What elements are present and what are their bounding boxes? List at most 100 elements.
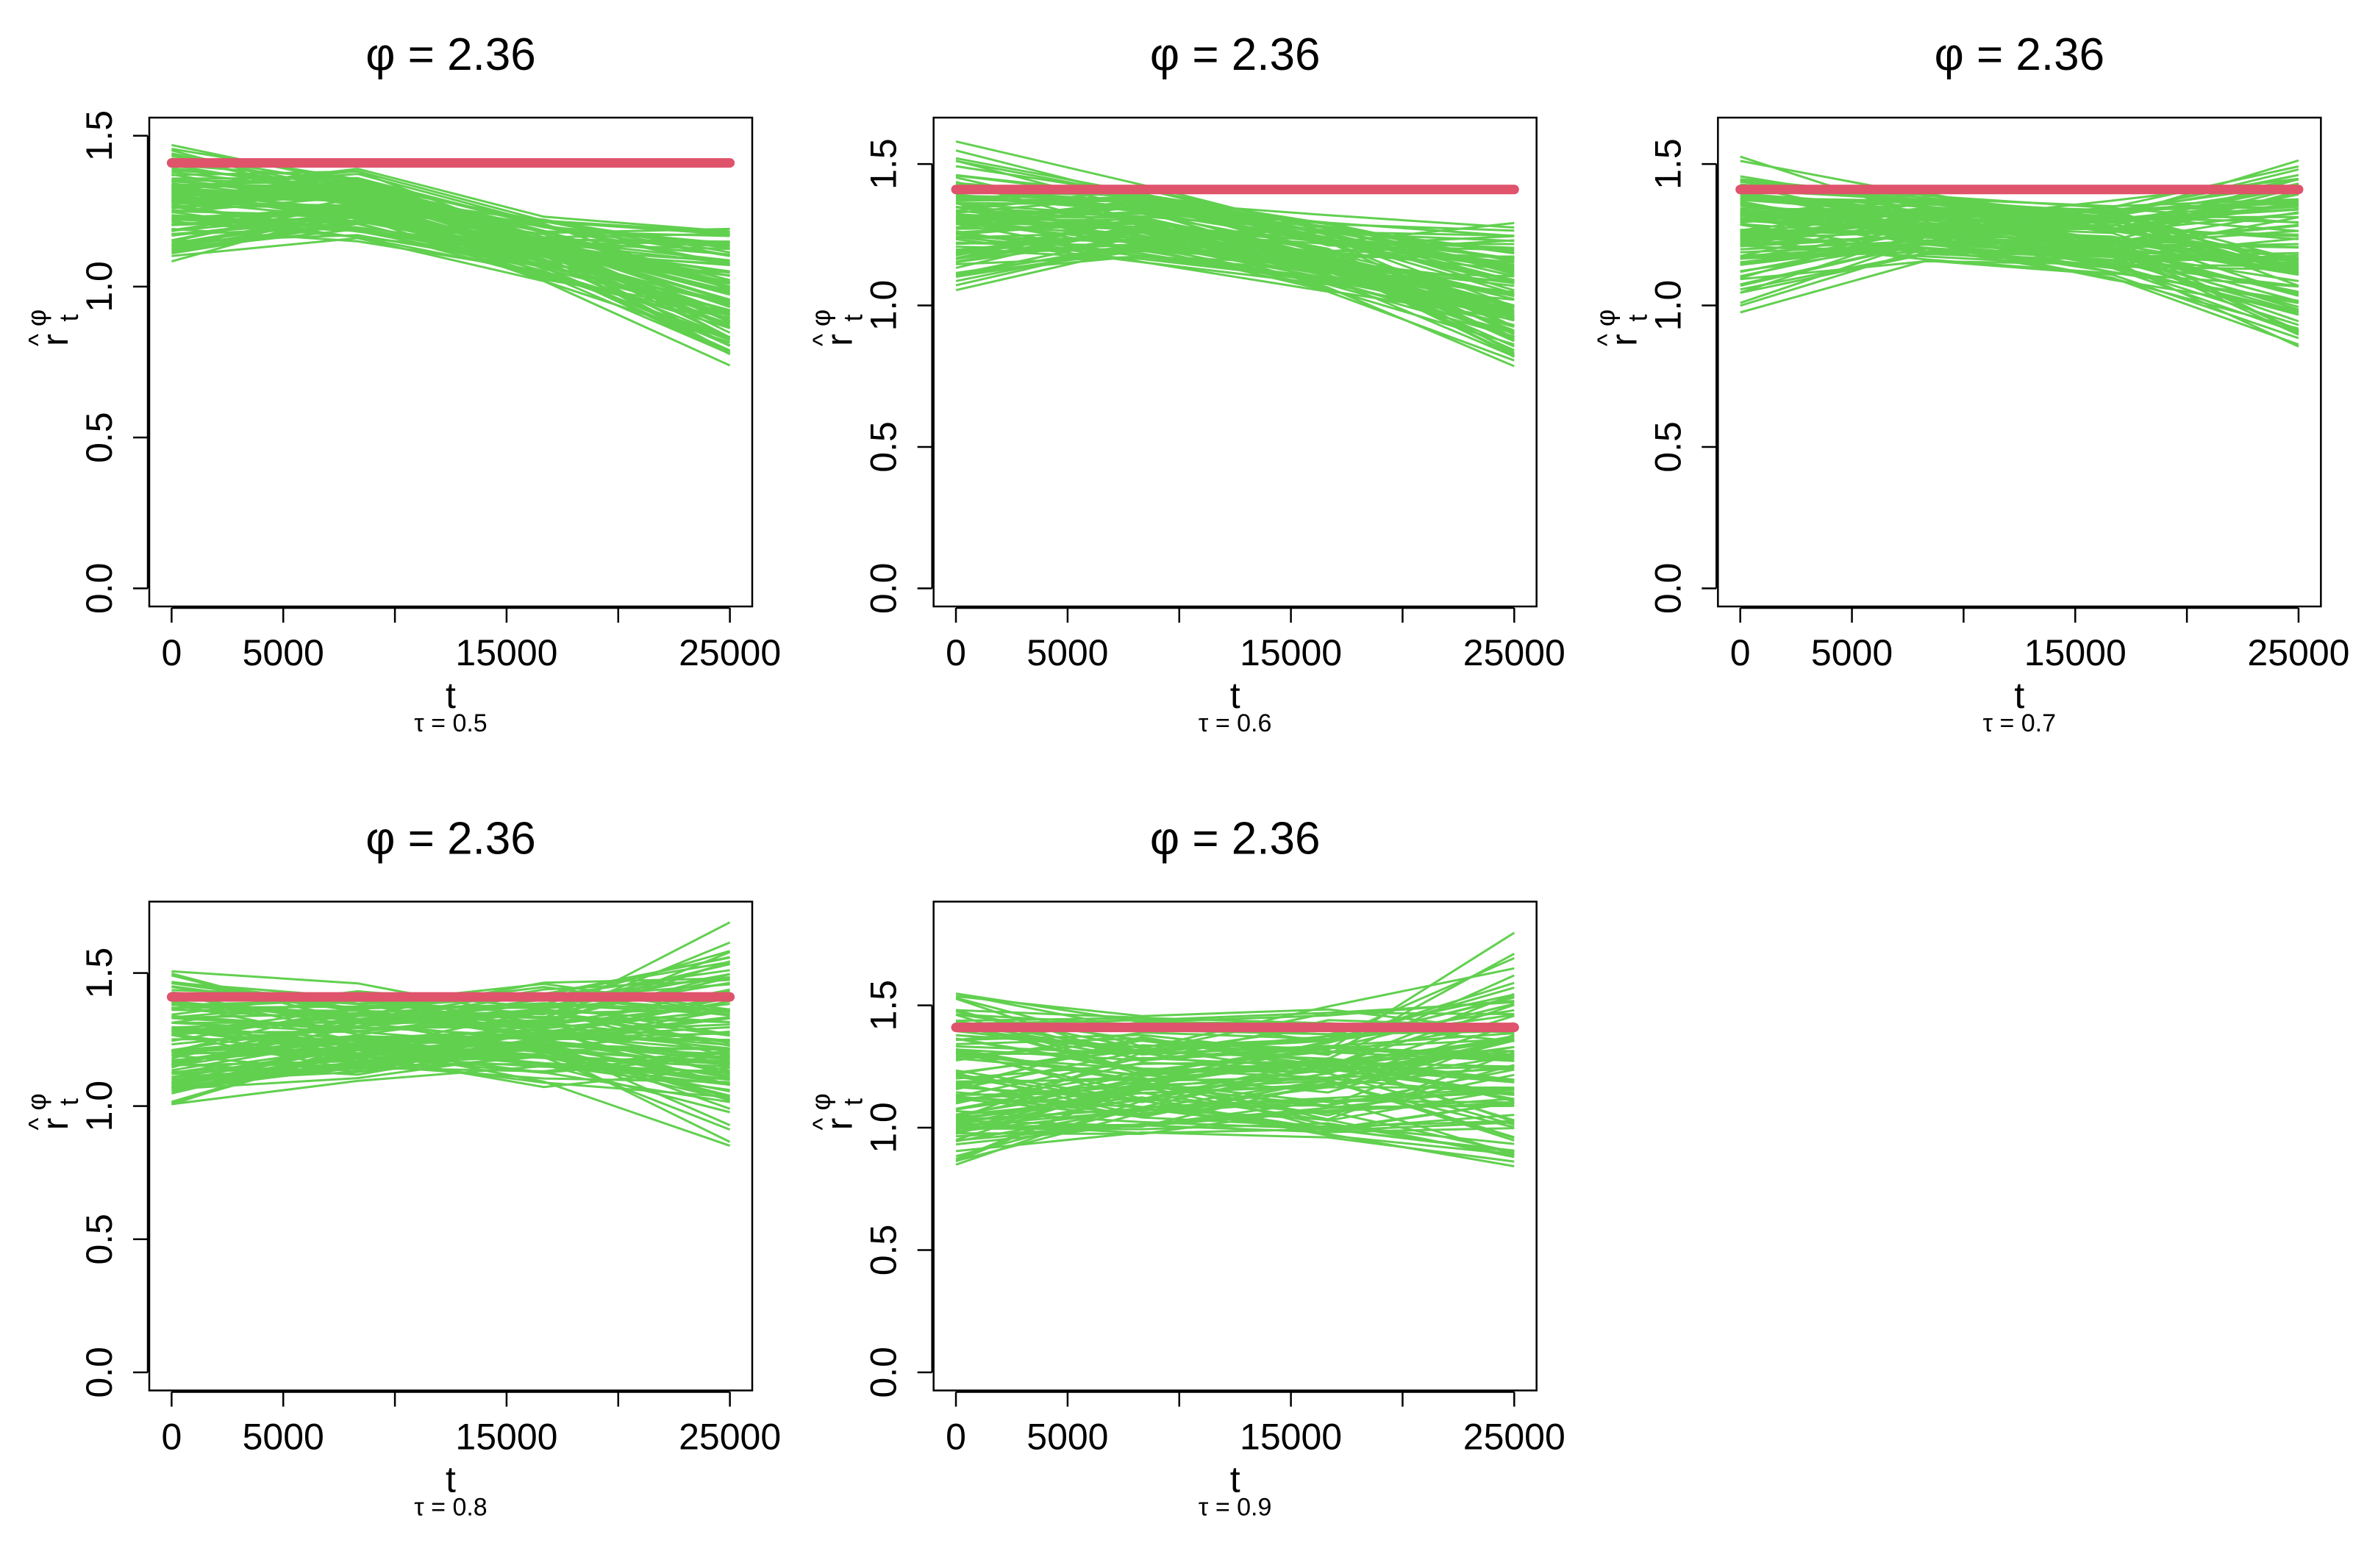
y-axis-title: r^ tφ xyxy=(21,1093,84,1130)
simulation-curve xyxy=(1740,247,2299,259)
y-axis: 0.0 0.5 1.0 1.5 xyxy=(863,138,933,614)
y-title-hat: ^ xyxy=(23,1117,53,1130)
chart-title: φ = 2.36 xyxy=(365,814,536,864)
y-title-base: r xyxy=(35,334,76,346)
simulation-curve xyxy=(955,1037,1515,1073)
y-tick-label: 1.5 xyxy=(79,948,120,999)
x-tick-label: 25000 xyxy=(1463,632,1565,673)
simulation-curve xyxy=(171,921,731,1020)
simulation-curve xyxy=(171,237,731,367)
simulation-curve xyxy=(171,204,731,328)
simulation-curves xyxy=(955,140,1515,368)
simulation-curve xyxy=(955,1121,1515,1152)
y-tick-label: 0.5 xyxy=(79,412,120,463)
y-tick-label: 0.0 xyxy=(79,563,120,615)
simulation-curve xyxy=(955,205,1515,246)
y-title-subscript: t xyxy=(54,314,84,321)
x-axis-title: t xyxy=(446,1459,456,1500)
simulation-curve xyxy=(955,1023,1515,1120)
simulation-curve xyxy=(956,217,1515,318)
x-tick-label: 15000 xyxy=(455,1417,557,1458)
plot-frame xyxy=(932,116,1538,608)
tau-caption: τ = 0.5 xyxy=(414,709,487,737)
simulation-curve xyxy=(955,1087,1515,1158)
simulation-curve xyxy=(955,1053,1515,1080)
plot-frame xyxy=(148,901,754,1392)
x-tick-label: 0 xyxy=(946,632,966,673)
y-title-subscript: t xyxy=(54,1098,84,1106)
chart-title: φ = 2.36 xyxy=(1935,29,2105,80)
y-tick-label: 1.0 xyxy=(863,1102,904,1153)
simulation-curve xyxy=(955,223,1515,339)
simulation-curve xyxy=(171,190,731,309)
y-axis: 0.0 0.5 1.0 1.5 xyxy=(79,948,149,1398)
x-tick-label: 5000 xyxy=(1026,1417,1108,1458)
simulation-curve xyxy=(1740,259,2299,340)
y-title-base: r xyxy=(35,1118,76,1131)
y-tick-label: 0.5 xyxy=(79,1214,120,1265)
y-tick-label: 1.5 xyxy=(863,980,904,1031)
x-tick-label: 25000 xyxy=(679,1417,781,1458)
y-title-base: r xyxy=(819,334,860,346)
simulation-curve xyxy=(171,1047,731,1143)
simulation-curve xyxy=(1740,217,2299,238)
simulation-curve xyxy=(171,194,730,282)
y-axis: 0.0 0.5 1.0 1.5 xyxy=(863,980,933,1398)
y-axis-title: r^ tφ xyxy=(806,1093,868,1130)
simulation-curve xyxy=(955,1077,1515,1116)
simulation-curve xyxy=(956,1103,1515,1136)
x-axis: 0 5000 15000 25000 xyxy=(1730,606,2349,673)
y-title-hat: ^ xyxy=(807,1117,838,1130)
plot-frame xyxy=(932,901,1538,1392)
simulation-curve xyxy=(955,213,1515,296)
y-title-superscript: φ xyxy=(21,1093,51,1110)
simulation-curve xyxy=(171,978,730,1022)
simulation-curve xyxy=(171,951,731,1030)
simulation-curve xyxy=(1740,183,2299,215)
x-tick-label: 15000 xyxy=(1240,1417,1342,1458)
x-axis: 0 5000 15000 25000 xyxy=(946,606,1565,673)
simulation-curve xyxy=(171,1008,730,1046)
y-axis-title: r^ tφ xyxy=(1590,309,1652,346)
simulation-curve xyxy=(955,1014,1515,1074)
y-title-superscript: φ xyxy=(806,1093,836,1110)
simulation-curve xyxy=(171,973,730,1053)
simulation-curve xyxy=(1740,230,2299,314)
y-tick-label: 0.0 xyxy=(1647,563,1688,615)
simulation-curve xyxy=(1740,210,2299,287)
y-title-subscript: t xyxy=(838,314,868,321)
simulation-curve xyxy=(171,1010,730,1051)
simulation-curve xyxy=(955,957,1515,1048)
x-tick-label: 25000 xyxy=(679,632,781,673)
y-tick-label: 0.5 xyxy=(863,1225,904,1276)
y-axis: 0.0 0.5 1.0 1.5 xyxy=(1647,138,1718,615)
simulation-curve xyxy=(1740,229,2299,276)
y-title-superscript: φ xyxy=(806,309,836,326)
y-tick-label: 0.0 xyxy=(863,1347,904,1398)
y-tick-label: 1.0 xyxy=(1647,280,1688,332)
simulation-curve xyxy=(955,1078,1515,1139)
x-tick-label: 25000 xyxy=(2247,632,2349,673)
y-title-subscript: t xyxy=(1622,314,1652,321)
simulation-curve xyxy=(171,189,731,301)
simulation-curve xyxy=(171,179,731,309)
tau-caption: τ = 0.9 xyxy=(1199,1494,1271,1522)
x-axis: 0 5000 15000 25000 xyxy=(161,606,781,673)
y-tick-label: 0.0 xyxy=(79,1347,120,1398)
tau-caption: τ = 0.6 xyxy=(1199,709,1271,737)
simulation-curve xyxy=(1740,187,2299,234)
simulation-curve xyxy=(956,953,1515,1056)
simulation-curve xyxy=(955,1022,1515,1087)
y-title-superscript: φ xyxy=(21,309,51,326)
y-title-base: r xyxy=(1603,334,1644,346)
x-tick-label: 5000 xyxy=(1811,632,1893,673)
simulation-curve xyxy=(955,248,1515,334)
simulation-curve xyxy=(171,1017,730,1056)
chart-title: φ = 2.36 xyxy=(1150,814,1321,864)
simulation-curve xyxy=(171,1045,731,1148)
x-tick-label: 5000 xyxy=(243,632,324,673)
